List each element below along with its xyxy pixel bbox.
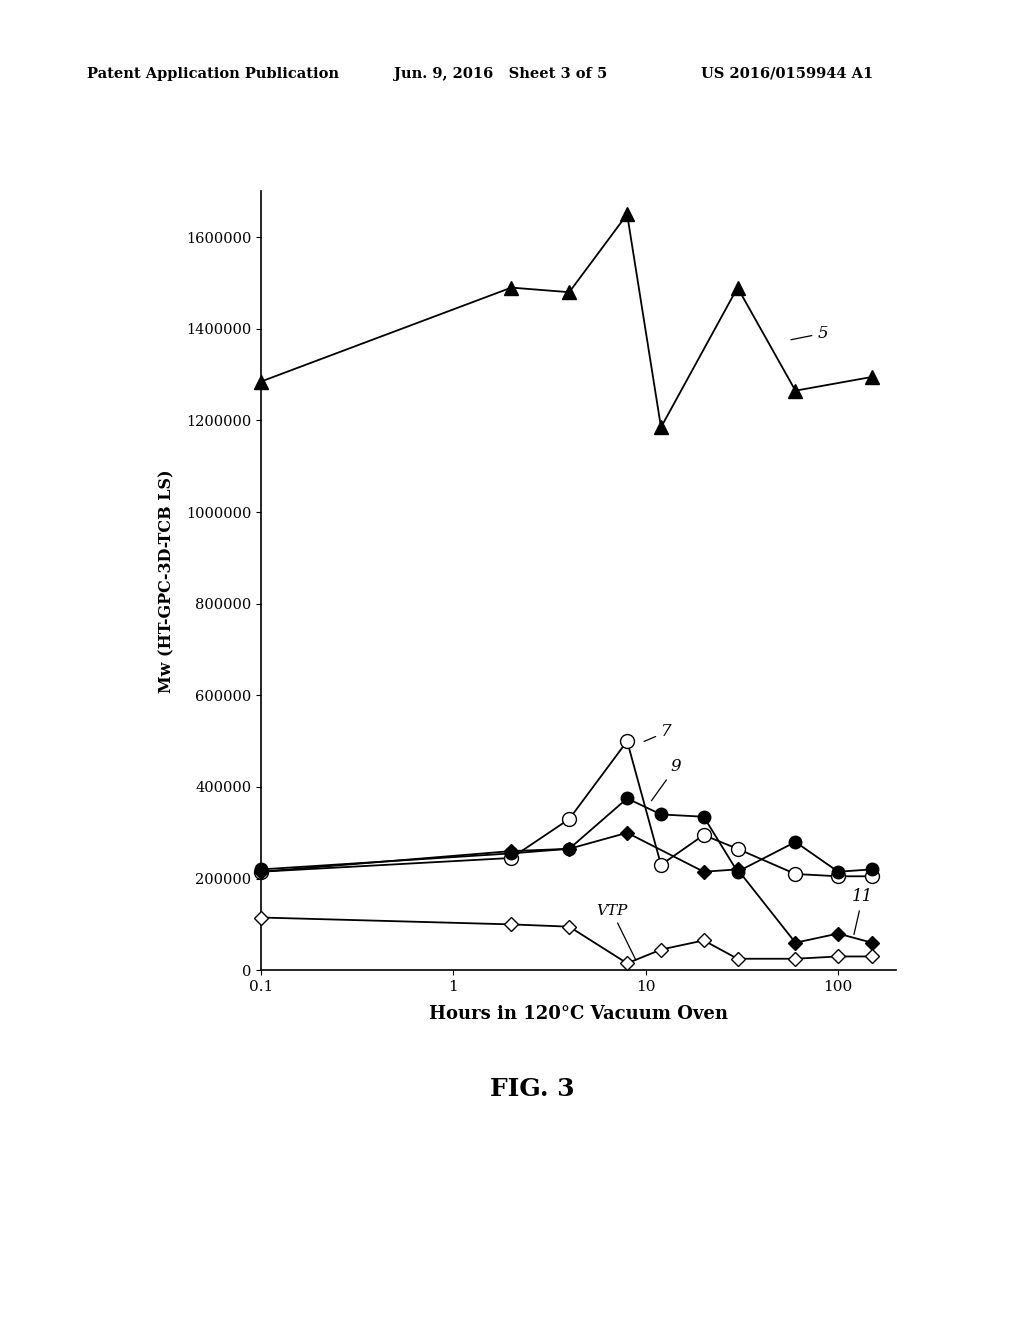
Text: 5: 5 bbox=[791, 325, 828, 342]
Text: US 2016/0159944 A1: US 2016/0159944 A1 bbox=[701, 67, 873, 81]
Text: 7: 7 bbox=[644, 723, 672, 742]
Y-axis label: Mw (HT-GPC-3D-TCB LS): Mw (HT-GPC-3D-TCB LS) bbox=[158, 469, 175, 693]
Text: FIG. 3: FIG. 3 bbox=[490, 1077, 574, 1101]
Text: Patent Application Publication: Patent Application Publication bbox=[87, 67, 339, 81]
X-axis label: Hours in 120°C Vacuum Oven: Hours in 120°C Vacuum Oven bbox=[429, 1005, 728, 1023]
Text: Jun. 9, 2016   Sheet 3 of 5: Jun. 9, 2016 Sheet 3 of 5 bbox=[394, 67, 607, 81]
Text: 11: 11 bbox=[852, 888, 873, 935]
Text: 9: 9 bbox=[651, 758, 681, 801]
Text: VTP: VTP bbox=[596, 904, 636, 960]
